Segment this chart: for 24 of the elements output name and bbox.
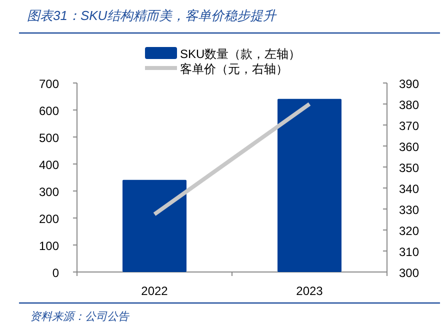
x-tick-label: 2023: [296, 284, 324, 298]
legend-label: 客单价（元，右轴）: [180, 62, 288, 76]
y-tick-label: 300: [38, 185, 60, 199]
y-tick-label: 0: [52, 266, 60, 280]
y2-tick-label: 350: [399, 161, 420, 175]
y-tick-label: 600: [38, 104, 60, 118]
y2-tick-label: 380: [399, 98, 420, 112]
legend-label: SKU数量（款，左轴）: [180, 47, 301, 61]
y2-tick-label: 330: [399, 203, 420, 217]
y2-tick-label: 370: [399, 119, 420, 133]
y2-tick-label: 310: [399, 245, 420, 259]
y-tick-label: 400: [38, 158, 60, 172]
text: 资料来源：公司公告: [30, 310, 130, 323]
y2-tick-label: 360: [399, 140, 420, 154]
y2-tick-label: 340: [399, 182, 420, 196]
y2-tick-label: 390: [399, 77, 420, 91]
chart-title: 图表31：SKU结构精而美，客单价稳步提升: [27, 8, 278, 23]
x-tick-label: 2022: [141, 284, 168, 298]
y-tick-label: 100: [38, 239, 60, 253]
y-tick-label: 700: [38, 77, 60, 91]
y-tick-label: 200: [38, 212, 60, 226]
y2-tick-label: 300: [399, 266, 420, 280]
y2-tick-label: 320: [399, 224, 420, 238]
y-tick-label: 500: [38, 131, 60, 145]
